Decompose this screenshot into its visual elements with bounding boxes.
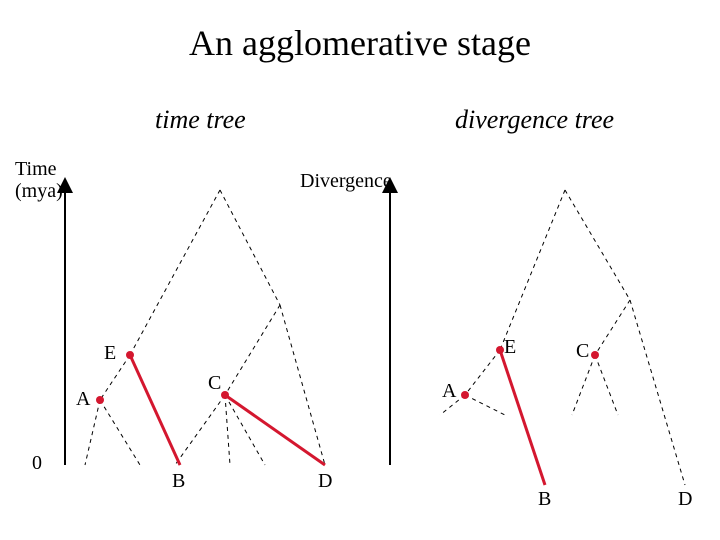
right-node-C-dot <box>591 351 599 359</box>
left-edge-mid-C <box>225 305 280 395</box>
left-edge-root-right <box>220 190 280 305</box>
right-edge-mid-D <box>630 300 685 485</box>
right-edge-E-A <box>465 350 500 395</box>
left-label-E: E <box>104 342 116 365</box>
left-node-E-dot <box>126 351 134 359</box>
left-edge-root-E <box>130 190 220 355</box>
right-edge-C-l5 <box>595 355 618 415</box>
left-node-C-dot <box>221 391 229 399</box>
right-node-E-dot <box>496 346 504 354</box>
right-label-D: D <box>678 488 692 511</box>
left-label-B: B <box>172 470 185 493</box>
right-label-B: B <box>538 488 551 511</box>
left-label-A: A <box>76 388 90 411</box>
right-edge-E-B-highlight <box>500 350 545 485</box>
left-edge-E-B-highlight <box>130 355 180 465</box>
right-edge-root-E <box>500 190 565 350</box>
right-edge-C-l4 <box>572 355 595 415</box>
left-node-A-dot <box>96 396 104 404</box>
diagram-svg <box>0 0 720 540</box>
left-edge-C-l3 <box>175 395 225 465</box>
right-node-A-dot <box>461 391 469 399</box>
slide: An agglomerative stage time tree diverge… <box>0 0 720 540</box>
right-edge-mid-C <box>595 300 630 355</box>
right-edge-root-right <box>565 190 630 300</box>
left-edge-A-l2 <box>100 400 140 465</box>
left-edge-C-D-highlight <box>225 395 325 465</box>
left-edge-mid-D <box>280 305 325 465</box>
left-edge-C-l4 <box>225 395 230 465</box>
left-label-C: C <box>208 372 221 395</box>
right-label-E: E <box>504 336 516 359</box>
right-label-C: C <box>576 340 589 363</box>
left-label-D: D <box>318 470 332 493</box>
right-edge-A-l2 <box>465 395 505 415</box>
left-edge-C-l5 <box>225 395 265 465</box>
right-label-A: A <box>442 380 456 403</box>
